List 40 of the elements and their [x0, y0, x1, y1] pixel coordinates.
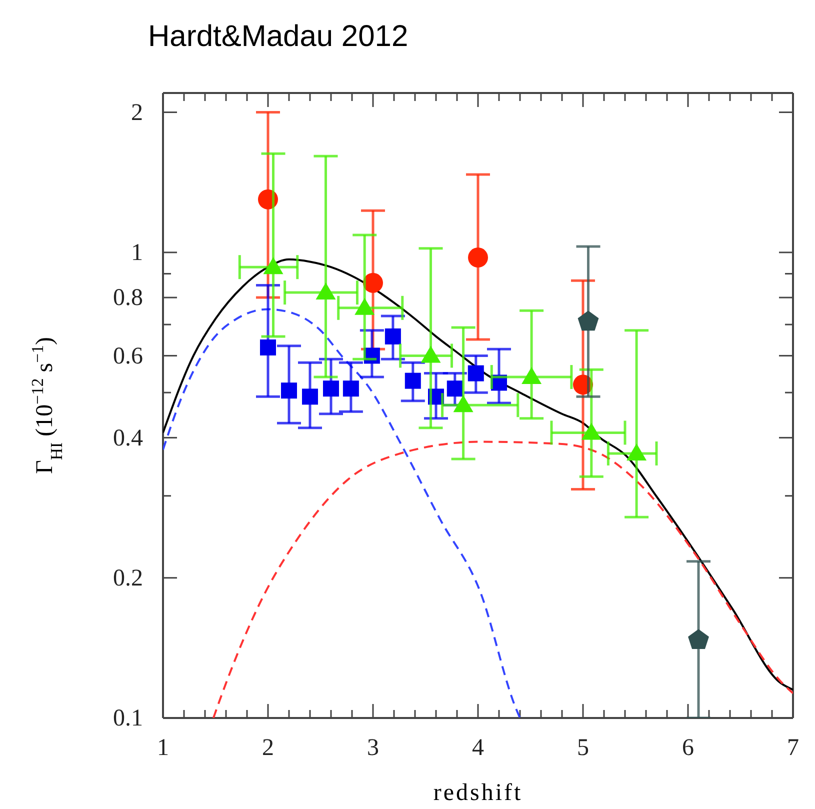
point — [281, 382, 297, 399]
x-tick-label: 3 — [367, 735, 379, 762]
point — [316, 282, 336, 300]
chart-title: Hardt&Madau 2012 — [148, 20, 408, 53]
point — [453, 395, 474, 412]
point — [404, 372, 421, 389]
y-tick-label: 2 — [131, 100, 143, 126]
line-series — [163, 258, 793, 691]
y-tick-label: 0.6 — [113, 343, 143, 370]
x-tick-label: 1 — [157, 735, 169, 762]
line-series — [212, 440, 793, 718]
point — [581, 422, 602, 440]
point — [468, 365, 484, 382]
point — [420, 346, 441, 363]
point — [468, 248, 488, 268]
y-tick-label: 0.8 — [113, 285, 143, 312]
point — [342, 380, 359, 397]
x-tick-label: 4 — [472, 735, 484, 762]
y-tick-label: 0.4 — [113, 425, 143, 452]
x-tick-label: 2 — [262, 735, 274, 762]
x-tick-label: 5 — [577, 735, 589, 762]
point — [302, 388, 318, 405]
point — [522, 367, 542, 384]
point — [263, 257, 284, 274]
point — [578, 310, 599, 331]
y-tick-label: 1 — [131, 240, 143, 266]
y-tick-label: 0.2 — [113, 566, 143, 592]
point — [626, 443, 647, 460]
x-axis-title: redshift — [433, 780, 523, 806]
y-tick-label: 0.1 — [113, 706, 143, 732]
x-tick-label: 6 — [682, 735, 694, 762]
point — [446, 380, 463, 397]
point — [363, 272, 383, 293]
x-tick-label: 7 — [787, 735, 799, 762]
point — [260, 339, 276, 356]
point — [688, 629, 709, 649]
point — [323, 380, 339, 397]
line-series — [163, 308, 521, 718]
point — [384, 328, 401, 344]
point — [354, 298, 375, 315]
